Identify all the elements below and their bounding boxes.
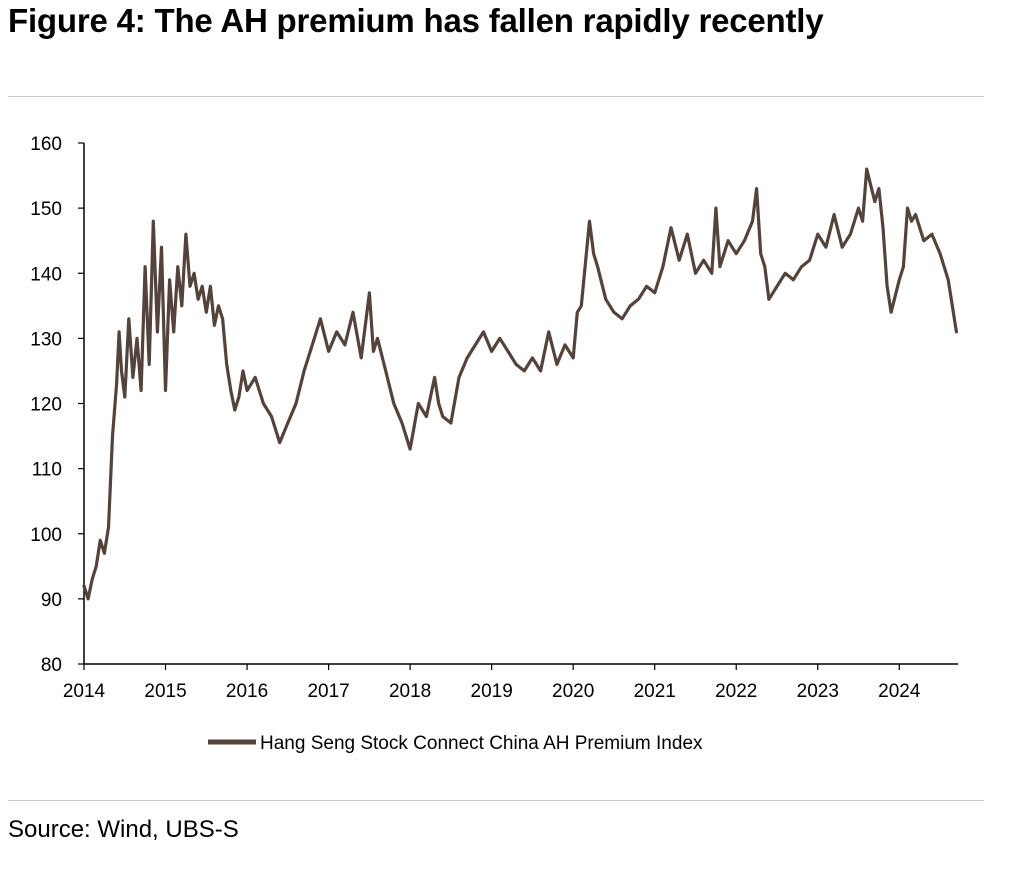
y-ticks: 80 90 100 110 120 130 140 150 160 <box>30 134 84 676</box>
legend-label: Hang Seng Stock Connect China AH Premium… <box>260 733 703 754</box>
x-axis: 2014 2015 2016 2017 2018 2019 2020 2021 2022 2023… <box>63 663 958 702</box>
y-tick-label: 110 <box>32 460 62 481</box>
series-line-ah-premium-index <box>82 167 959 601</box>
y-tick-label: 130 <box>30 329 62 350</box>
y-axis: 80 90 100 110 120 130 140 150 160 <box>30 134 85 676</box>
x-tick-label: 2019 <box>471 681 513 702</box>
series-layer <box>82 167 959 601</box>
x-tick-label: 2016 <box>226 681 268 702</box>
top-divider <box>8 96 984 97</box>
y-tick-label: 80 <box>41 655 62 676</box>
x-tick-label: 2020 <box>552 681 594 702</box>
legend: Hang Seng Stock Connect China AH Premium… <box>208 733 703 754</box>
figure-title: Figure 4: The AH premium has fallen rapi… <box>8 2 824 39</box>
y-tick-label: 120 <box>30 395 62 416</box>
y-tick-label: 150 <box>30 199 62 220</box>
x-tick-label: 2017 <box>307 681 349 702</box>
y-tick-label: 100 <box>30 525 62 546</box>
x-tick-label: 2022 <box>715 681 757 702</box>
y-tick-label: 140 <box>30 264 62 285</box>
x-tick-label: 2024 <box>878 681 921 702</box>
y-tick-label: 90 <box>41 590 62 611</box>
x-tick-label: 2018 <box>389 681 431 702</box>
x-tick-label: 2015 <box>144 681 186 702</box>
y-tick-label: 160 <box>30 134 62 155</box>
x-tick-label: 2021 <box>634 681 676 702</box>
x-ticks: 2014 2015 2016 2017 2018 2019 2020 2021 2022 2023… <box>63 664 921 702</box>
source-note: Source: Wind, UBS-S <box>8 816 239 843</box>
x-tick-label: 2014 <box>63 681 106 702</box>
bottom-divider <box>8 800 984 801</box>
x-tick-label: 2023 <box>797 681 839 702</box>
